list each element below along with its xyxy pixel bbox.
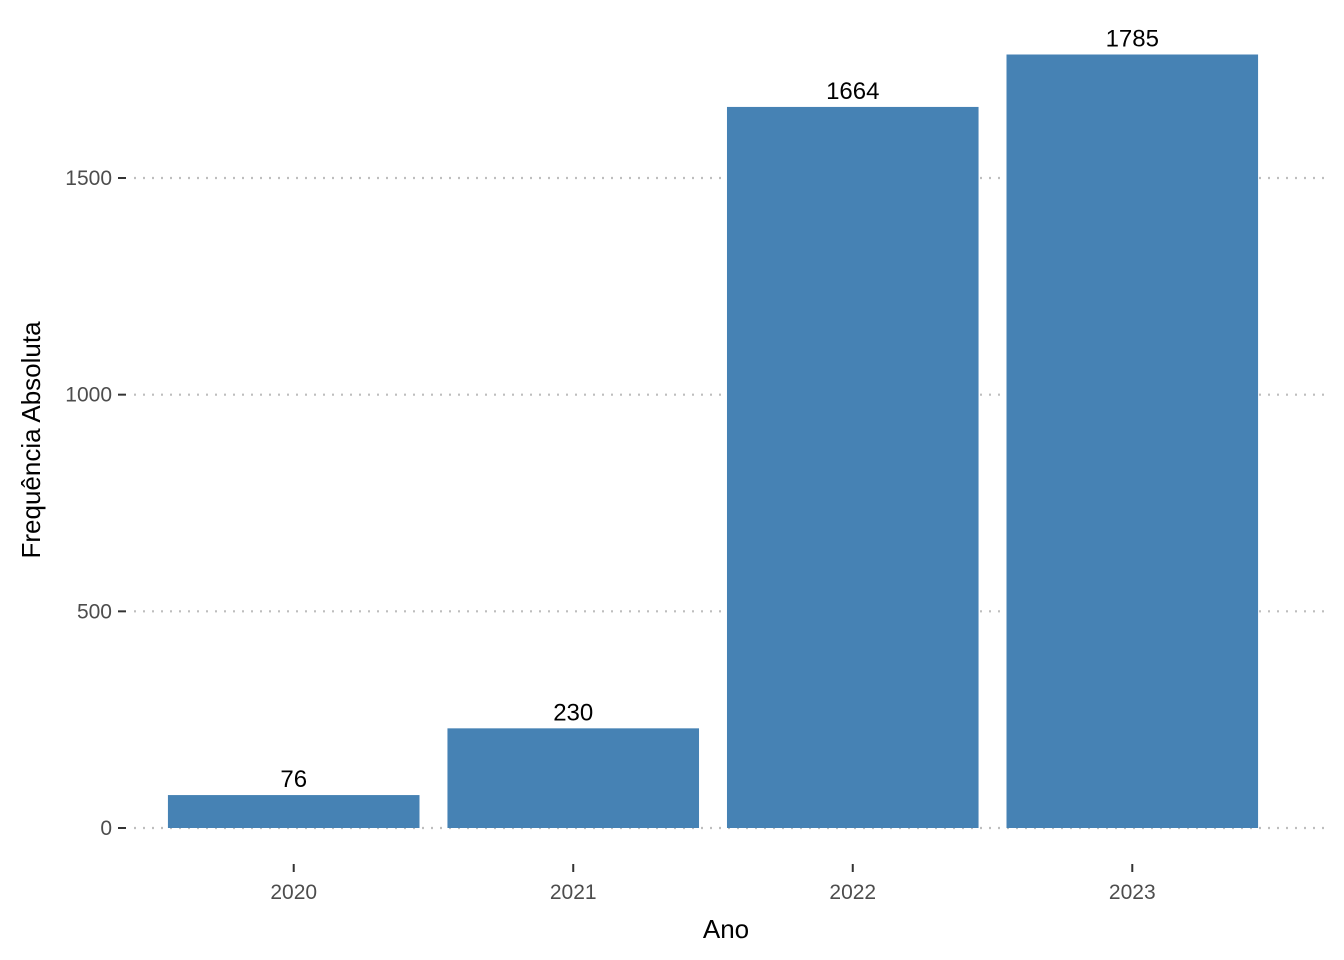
data-label-2021: 230 [553, 699, 593, 726]
bar-2022 [726, 106, 979, 828]
x-tick-label: 2020 [270, 881, 317, 904]
bar-2020 [167, 795, 420, 828]
bars [167, 54, 1259, 828]
y-tick-label: 500 [77, 600, 112, 623]
data-label-2020: 76 [280, 766, 307, 793]
y-tick-label: 1500 [65, 167, 112, 190]
data-label-2022: 1664 [826, 78, 879, 105]
x-tick-label: 2021 [550, 881, 597, 904]
data-labels: 76 230 1664 1785 [280, 26, 1159, 794]
y-tick-label: 1000 [65, 384, 112, 407]
bar-2021 [447, 728, 700, 828]
y-axis: 0 500 1000 1500 [65, 167, 126, 840]
x-tick-label: 2023 [1109, 881, 1156, 904]
x-axis-title: Ano [703, 914, 749, 944]
bar-2023 [1006, 54, 1259, 828]
data-label-2023: 1785 [1106, 26, 1159, 53]
y-axis-title: Frequência Absoluta [16, 321, 46, 559]
x-tick-label: 2022 [829, 881, 876, 904]
y-tick-label: 0 [100, 817, 112, 840]
x-axis: 2020 2021 2022 2023 [270, 864, 1156, 904]
